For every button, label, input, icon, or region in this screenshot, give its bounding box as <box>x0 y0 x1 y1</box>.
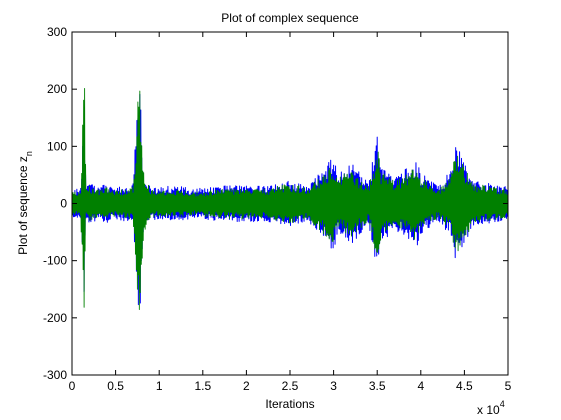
x-tick-label: 0.5 <box>107 379 124 393</box>
x-tick-label: 3 <box>330 379 337 393</box>
series-layer <box>71 88 509 310</box>
chart-title: Plot of complex sequence <box>221 11 359 25</box>
x-tick-label: 5 <box>505 379 512 393</box>
y-tick-label: 100 <box>47 139 67 153</box>
y-tick-label: 200 <box>47 82 67 96</box>
x-tick-label: 2.5 <box>282 379 299 393</box>
x-axis-multiplier-base: x 10 <box>477 403 500 417</box>
y-tick-label: -300 <box>43 368 67 382</box>
y-axis-label-subscript: n <box>24 151 34 156</box>
x-axis-label: Iterations <box>265 397 314 411</box>
y-axis-label: Plot of sequence zn <box>16 151 34 255</box>
y-tick-label: -100 <box>43 254 67 268</box>
x-tick-label: 3.5 <box>369 379 386 393</box>
series-line-2 <box>71 88 509 310</box>
x-axis-multiplier: x 104 <box>477 399 505 417</box>
x-tick-label: 4 <box>417 379 424 393</box>
x-tick-label: 1.5 <box>194 379 211 393</box>
x-axis-multiplier-exponent: 4 <box>500 399 505 409</box>
y-tick-label: -200 <box>43 311 67 325</box>
x-tick-label: 4.5 <box>456 379 473 393</box>
x-tick-label: 1 <box>156 379 163 393</box>
y-tick-label: 300 <box>47 25 67 39</box>
tick-layer: 0 0.5 1 1.5 2 2.5 3 3.5 4 4.5 5 -300 -200 -100 0 100 200… <box>43 25 512 393</box>
x-tick-label: 0 <box>69 379 76 393</box>
y-tick-label: 0 <box>60 197 67 211</box>
y-axis-label-main: Plot of sequence z <box>16 156 30 255</box>
x-tick-label: 2 <box>243 379 250 393</box>
